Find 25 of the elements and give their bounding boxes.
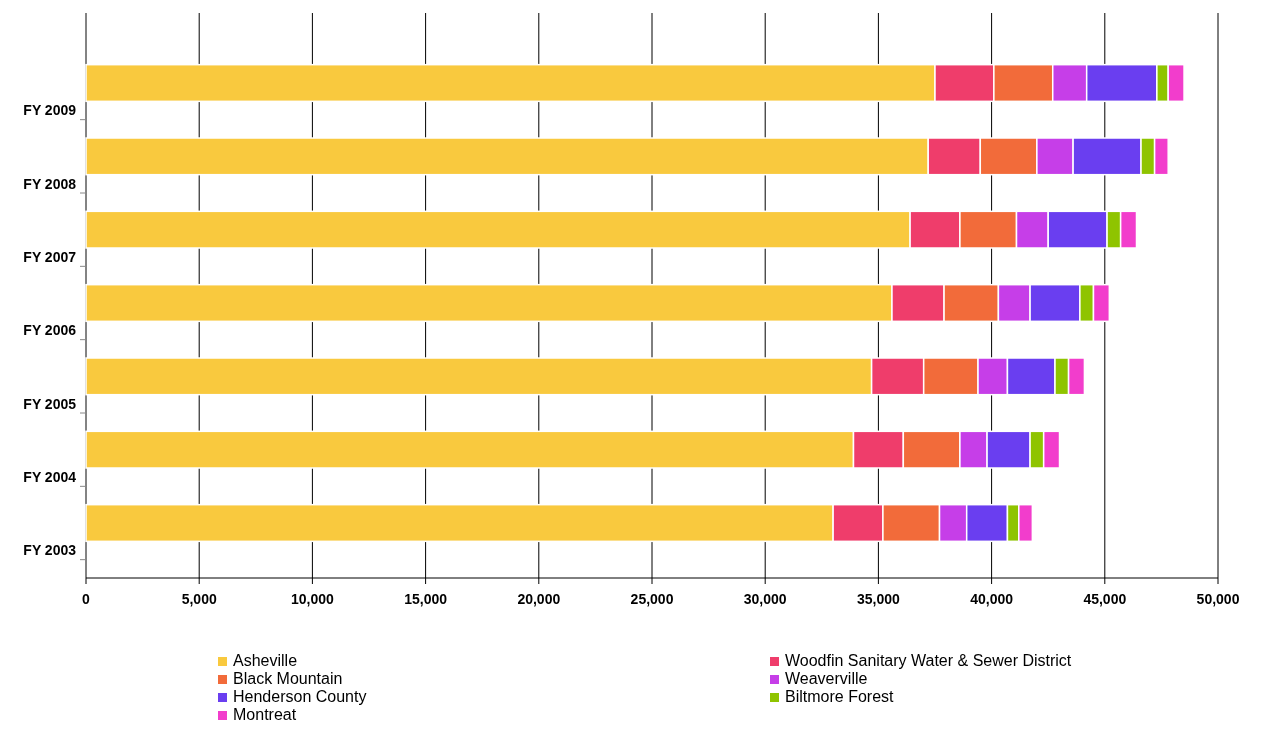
legend-label: Asheville [233,652,298,669]
y-tick-label: FY 2003 [23,542,77,559]
x-tick-label: 20,000 [517,591,561,607]
y-tick-label: FY 2004 [23,469,77,485]
x-tick-label: 15,000 [404,591,448,607]
legend-label: Woodfin Sanitary Water & Sewer District [785,652,1072,669]
x-tick-label: 40,000 [970,591,1014,607]
x-tick-label: 25,000 [630,591,674,607]
x-tick-label: 10,000 [290,591,335,607]
x-tick-label: 5,000 [181,591,217,607]
y-tick-label: FY 2006 [23,322,77,339]
y-tick-label: FY 2008 [23,175,77,192]
legend-label: Henderson County [233,688,367,705]
y-tick-label: FY 2009 [23,102,77,119]
legend-label: Weaverville [785,670,868,687]
x-tick-label: 45,000 [1083,591,1127,607]
x-tick-label: 35,000 [856,591,901,607]
legend-label: Biltmore Forest [785,688,895,705]
x-tick-label: 0 [82,591,91,607]
legend-label: Montreat [233,706,297,723]
y-tick-label: FY 2007 [23,249,77,265]
x-tick-label: 30,000 [743,591,787,607]
x-tick-label: 50,000 [1196,591,1240,607]
legend-label: Black Mountain [233,670,343,687]
y-tick-label: FY 2005 [23,395,77,412]
